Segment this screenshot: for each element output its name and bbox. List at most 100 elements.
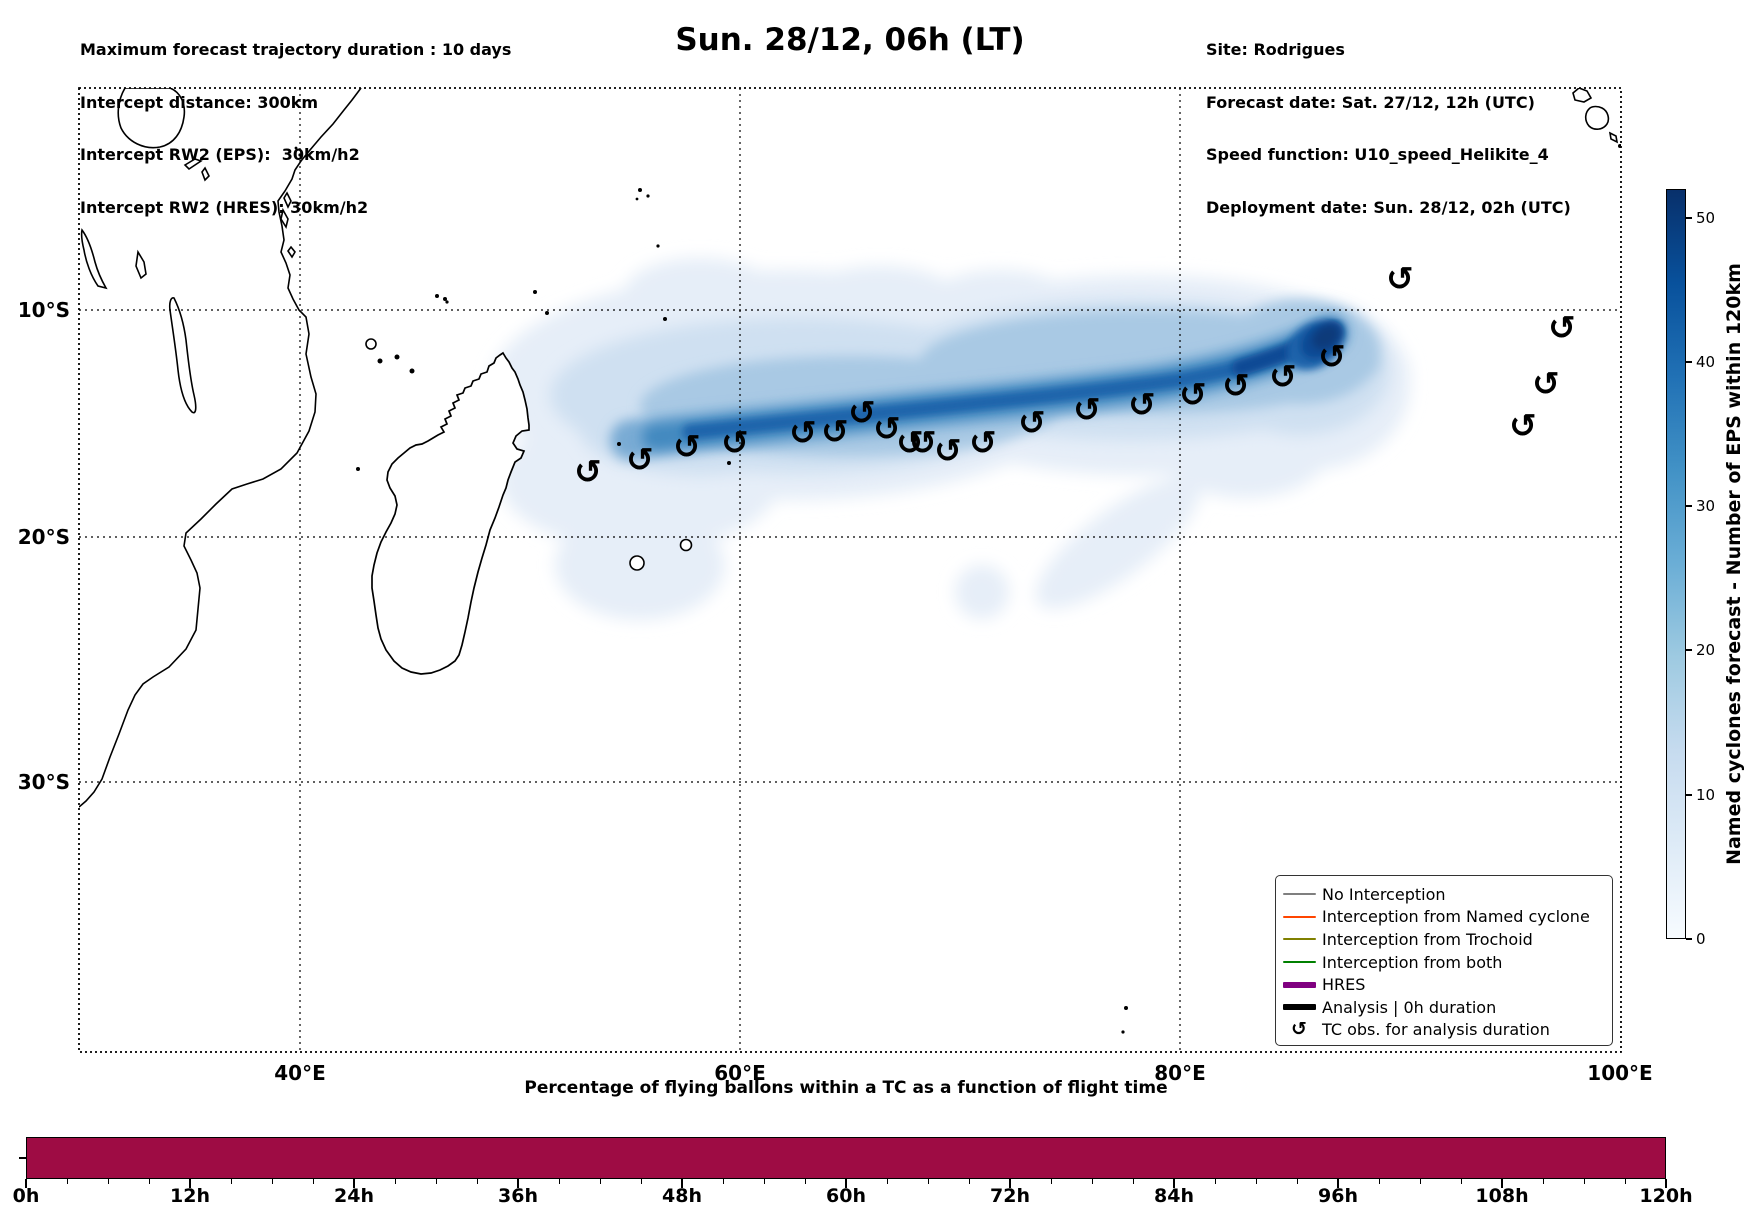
bar-major-tick [353, 1179, 355, 1188]
tc-obs-symbol: ↺ [969, 423, 997, 462]
lat-tick-label: 20°S [17, 525, 70, 549]
tc-obs-symbol: ↺ [673, 427, 701, 466]
deployment-date-line: Deployment date: Sun. 28/12, 02h (UTC) [1206, 197, 1571, 217]
sumatra-islet-small [1608, 131, 1619, 144]
bar-minor-tick [1460, 1179, 1462, 1184]
bar-chart-title: Percentage of flying ballons within a TC… [524, 1078, 1168, 1098]
colorbar-tick-mark [1686, 938, 1692, 940]
bar-minor-tick [722, 1179, 724, 1184]
intercept-rw2-eps-line: Intercept RW2 (EPS): 30km/h2 [80, 145, 360, 164]
bar-tick-label: 24h [334, 1185, 374, 1207]
flight-time-bar [26, 1137, 1666, 1179]
lake-malawi [168, 297, 197, 414]
colorbar-label: Named cyclones forecast - Number of EPS … [1723, 263, 1745, 865]
legend-item: Interception from Trochoid [1276, 928, 1612, 951]
legend-line-swatch [1282, 893, 1316, 896]
colorbar-tick-label: 20 [1696, 641, 1716, 659]
lon-tick-label: 100°E [1587, 1061, 1653, 1085]
lat-tick-label: 30°S [17, 770, 70, 794]
tc-obs-symbol: ↺ [1222, 366, 1250, 405]
bar-major-tick [1665, 1179, 1667, 1188]
lat-tick-label: 10°S [17, 298, 70, 322]
bar-minor-tick [148, 1179, 150, 1184]
legend-item-label: Interception from both [1322, 952, 1503, 972]
bar-minor-tick [1542, 1179, 1544, 1184]
legend-line-swatch [1282, 961, 1316, 964]
colorbar [1666, 189, 1686, 939]
tc-obs-symbol: ↺ [909, 423, 937, 462]
tc-obs-symbol: ↺ [934, 431, 962, 470]
bar-minor-tick [558, 1179, 560, 1184]
bar-tick-label: 72h [990, 1185, 1030, 1207]
legend-item: Interception from Named cyclone [1276, 906, 1612, 929]
legend-item: No Interception [1276, 883, 1612, 906]
legend-line-swatch [1276, 1004, 1322, 1011]
intercept-distance-line: Intercept distance: 300km [80, 92, 319, 112]
colorbar-tick-mark [1686, 217, 1692, 219]
tc-obs-symbol: ↺ [1269, 357, 1297, 396]
reunion-island [629, 555, 645, 571]
tc-obs-symbol: ↺ [1509, 406, 1537, 445]
lon-tick-label: 60°E [714, 1061, 766, 1085]
bar-minor-tick [1624, 1179, 1626, 1184]
colorbar-tick-mark [1686, 361, 1692, 363]
bar-tick-label: 48h [662, 1185, 702, 1207]
bar-minor-tick [1091, 1179, 1093, 1184]
bar-minor-tick [1214, 1179, 1216, 1184]
colorbar-tick-mark [1686, 649, 1692, 651]
tc-obs-symbol: ↺ [1386, 259, 1414, 298]
colorbar-tick-label: 0 [1696, 930, 1706, 948]
bar-minor-tick [230, 1179, 232, 1184]
lake-rukwa [135, 249, 147, 280]
sumatra-islets [1572, 88, 1593, 103]
legend-line-swatch [1276, 915, 1322, 918]
eps-density-plume [490, 258, 1410, 620]
bar-minor-tick [1583, 1179, 1585, 1184]
tc-obs-symbol: ↺ [1128, 385, 1156, 424]
legend-line-swatch [1276, 938, 1322, 941]
colorbar-tick-label: 50 [1696, 209, 1716, 227]
tc-obs-symbol: ↺ [1532, 364, 1560, 403]
tc-obs-symbol: ↺ [821, 412, 849, 451]
legend-line-swatch [1282, 1004, 1316, 1011]
tc-obs-icon: ↺ [1291, 1018, 1307, 1041]
bar-minor-tick [1296, 1179, 1298, 1184]
tc-obs-symbols: ↺ ↺ ↺ ↺ ↺ ↺ ↺↺↺↺↺ ↺↺ ↺ ↺ ↺ ↺ ↺↺↺↺↺↺ [574, 259, 1576, 491]
bar-minor-tick [66, 1179, 68, 1184]
legend: No Interception Interception from Named c… [1275, 875, 1613, 1046]
bar-major-tick [1009, 1179, 1011, 1188]
lon-tick-label: 80°E [1154, 1061, 1206, 1085]
bar-tick-label: 12h [170, 1185, 210, 1207]
colorbar-tick-label: 40 [1696, 353, 1716, 371]
mentawai-island [1584, 105, 1610, 130]
bar-major-tick [517, 1179, 519, 1188]
tc-obs-symbol: ↺ [1548, 308, 1576, 347]
bar-major-tick [25, 1179, 27, 1188]
forecast-date-line: Forecast date: Sat. 27/12, 12h (UTC) [1206, 92, 1535, 112]
bar-minor-tick [271, 1179, 273, 1184]
bar-y-tick [19, 1157, 26, 1159]
site-line: Site: Rodrigues [1206, 40, 1345, 59]
bar-minor-tick [640, 1179, 642, 1184]
legend-line-swatch [1282, 938, 1316, 941]
bar-major-tick [845, 1179, 847, 1188]
legend-item-label: Interception from Named cyclone [1322, 907, 1590, 927]
legend-item: Interception from both [1276, 951, 1612, 974]
tc-obs-symbol: ↺ [626, 440, 654, 479]
tc-obs-symbol: ↺ [1018, 403, 1046, 442]
bar-minor-tick [435, 1179, 437, 1184]
tc-obs-symbol: ↺ [848, 393, 876, 432]
colorbar-tick-mark [1686, 794, 1692, 796]
page-title: Sun. 28/12, 06h (LT) [675, 22, 1025, 58]
bar-minor-tick [763, 1179, 765, 1184]
tc-obs-symbol: ↺ [1073, 390, 1101, 429]
colorbar-tick-label: 30 [1696, 497, 1716, 515]
tc-obs-symbol: ↺ [721, 423, 749, 462]
max-duration-line: Maximum forecast trajectory duration : 1… [80, 40, 512, 59]
forecast-info-block: Site: Rodrigues Forecast date: Sat. 27/1… [1206, 6, 1571, 251]
tc-obs-symbol: ↺ [574, 452, 602, 491]
legend-line-swatch [1276, 981, 1322, 988]
tc-obs-symbol: ↺ [873, 409, 901, 448]
bar-tick-label: 60h [826, 1185, 866, 1207]
grande-comore-island [365, 338, 377, 350]
